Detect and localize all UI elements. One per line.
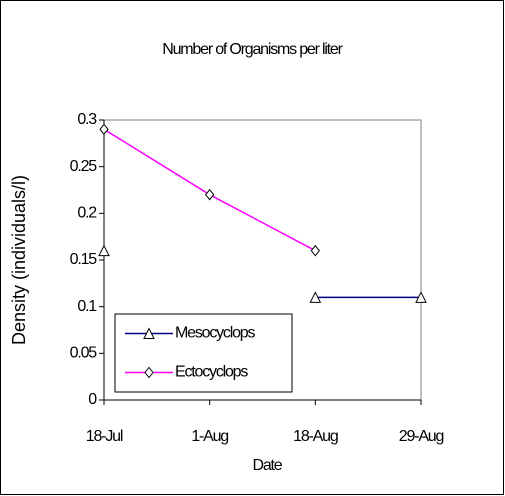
y-tick-label: 0.1: [77, 298, 97, 315]
marker: [99, 123, 109, 136]
legend: [114, 313, 293, 393]
y-tick-label: 0.05: [70, 345, 98, 362]
marker: [415, 291, 427, 303]
chart-title: Number of Organisms per liter: [162, 41, 343, 58]
y-tick-label: 0.2: [77, 205, 97, 222]
x-tick-label: 29-Aug: [399, 428, 444, 445]
marker: [143, 327, 155, 339]
legend-label: Ectocyclops: [175, 364, 248, 381]
y-tick-label: 0: [88, 391, 97, 408]
y-tick-label: 0.25: [70, 158, 98, 175]
marker: [98, 244, 110, 257]
legend-label: Mesocyclops: [175, 325, 255, 342]
marker: [205, 188, 215, 201]
x-tick-label: 18-Aug: [293, 428, 338, 445]
x-tick-label: 18-Jul: [86, 428, 123, 445]
x-axis-label: Date: [253, 457, 283, 474]
y-tick-label: 0.15: [70, 251, 98, 268]
x-tick-label: 1-Aug: [191, 428, 228, 445]
y-tick-label: 0.3: [77, 111, 97, 128]
y-axis-label: Density (individuals/l): [9, 175, 29, 345]
marker: [310, 244, 320, 257]
marker: [309, 291, 322, 303]
marker: [144, 366, 154, 379]
